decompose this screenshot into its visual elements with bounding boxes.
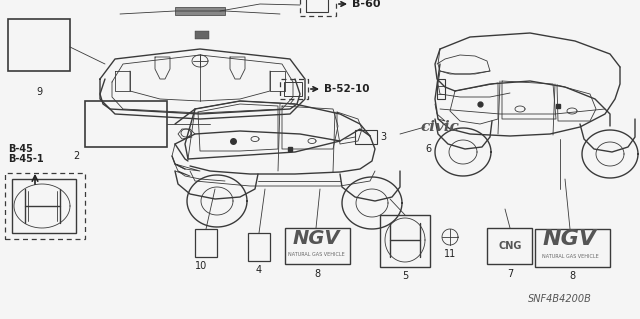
- Bar: [285, 228, 350, 264]
- Text: 3: 3: [380, 132, 386, 142]
- Bar: [535, 229, 610, 267]
- Text: 6: 6: [425, 144, 431, 154]
- Text: SNF4B4200B: SNF4B4200B: [528, 294, 592, 304]
- Text: 5: 5: [402, 271, 408, 281]
- Bar: [175, 7, 225, 15]
- Bar: [306, 0, 328, 12]
- Text: 11: 11: [444, 249, 456, 259]
- Text: 2: 2: [74, 151, 80, 161]
- Bar: [355, 130, 377, 144]
- Text: NGV: NGV: [292, 229, 340, 249]
- Bar: [8, 19, 70, 71]
- Text: B-52-10: B-52-10: [324, 84, 369, 94]
- Text: 8: 8: [569, 271, 575, 281]
- Text: NATURAL GAS VEHICLE: NATURAL GAS VEHICLE: [541, 255, 598, 259]
- Text: B-60: B-60: [352, 0, 381, 9]
- Text: 7: 7: [507, 269, 513, 279]
- Bar: [195, 31, 209, 39]
- Text: NATURAL GAS VEHICLE: NATURAL GAS VEHICLE: [287, 251, 344, 256]
- Text: 9: 9: [36, 87, 42, 97]
- Text: civic: civic: [420, 120, 459, 134]
- Text: B-45: B-45: [8, 144, 33, 154]
- Bar: [195, 229, 217, 257]
- Bar: [437, 79, 445, 99]
- Text: B-45-1: B-45-1: [8, 154, 44, 164]
- Bar: [487, 228, 532, 264]
- Text: 10: 10: [195, 261, 207, 271]
- Bar: [12, 179, 76, 233]
- Text: NGV: NGV: [543, 229, 597, 249]
- Bar: [380, 215, 430, 267]
- Bar: [5, 173, 85, 239]
- Text: 4: 4: [256, 265, 262, 275]
- Text: 8: 8: [314, 269, 320, 279]
- Bar: [300, 0, 336, 16]
- Text: CNG: CNG: [499, 241, 522, 251]
- Bar: [85, 101, 167, 147]
- Bar: [248, 233, 270, 261]
- Bar: [284, 82, 302, 96]
- Bar: [280, 79, 308, 99]
